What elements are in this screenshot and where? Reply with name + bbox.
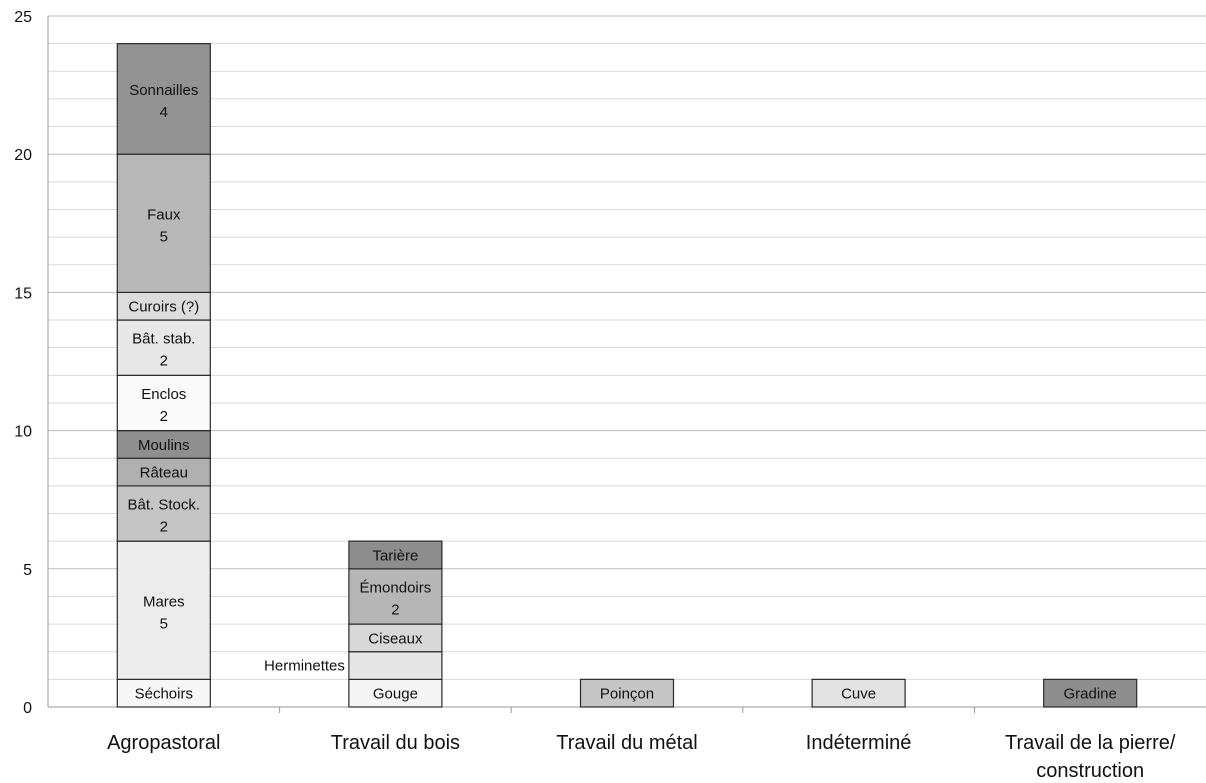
segment-label: Râteau <box>140 465 188 482</box>
segment-label: Gradine <box>1064 686 1117 703</box>
segment-value-label: 2 <box>391 601 399 618</box>
segment-label: Faux <box>147 206 181 223</box>
segment-value-label: 2 <box>160 519 168 536</box>
segment-label: Poinçon <box>600 686 654 703</box>
bar-segment-enclos <box>116 374 211 432</box>
segment-label: Cuve <box>841 686 876 703</box>
segment-value-label: 5 <box>160 615 168 632</box>
x-tick-label: Travail du métal <box>556 732 698 754</box>
bar-segment-bat-stock <box>116 485 211 542</box>
y-tick-label: 10 <box>14 424 32 441</box>
segment-label: Moulins <box>138 437 190 454</box>
gridlines <box>48 15 1206 680</box>
bar-segment-gouge <box>348 678 443 708</box>
bar-segment-bat-stab <box>116 319 211 376</box>
bar-segment-herminettes <box>348 651 443 680</box>
segment-label: Mares <box>143 593 185 610</box>
segment-value-label: 2 <box>160 408 168 425</box>
bar-segment-mares <box>116 540 211 680</box>
x-tick-label: Indéterminé <box>806 732 912 754</box>
segment-label: Tarière <box>372 547 418 564</box>
segment-label: Ciseaux <box>368 630 423 647</box>
segment-label: Curoirs (?) <box>128 299 199 316</box>
x-tick-label: Travail du bois <box>331 732 460 754</box>
segment-label: Gouge <box>373 686 418 703</box>
bar-segment-faux <box>116 153 211 293</box>
segment-labels: Séchoirs Mares 5 Bât. Stock. 2 Râteau Moulins E… <box>128 82 1117 703</box>
segment-value-label: 2 <box>160 353 168 370</box>
y-tick-label: 5 <box>23 562 32 579</box>
segment-label: Bât. stab. <box>132 331 195 348</box>
segment-label: Herminettes <box>264 658 345 675</box>
x-axis-ticks: Agropastoral Travail du bois Travail du mé… <box>107 732 1176 782</box>
segment-label: Bât. Stock. <box>128 497 201 514</box>
segment-value-label: 5 <box>160 228 168 245</box>
bar-segment-tariere <box>348 540 443 570</box>
bars <box>116 43 1138 708</box>
bar-segment-sonnailles <box>116 43 211 155</box>
y-tick-label: 25 <box>14 9 32 26</box>
segment-label: Sonnailles <box>129 82 198 99</box>
bar-segment-ciseaux <box>348 623 443 653</box>
bar-segment-emondoirs <box>348 568 443 625</box>
bar-segment-rateau <box>116 457 211 487</box>
y-tick-label: 15 <box>14 285 32 302</box>
y-tick-label: 20 <box>14 147 32 164</box>
bar-segment-gradine <box>1043 678 1138 708</box>
x-tick-label: Agropastoral <box>107 732 220 754</box>
axes <box>47 16 1206 713</box>
y-tick-label: 0 <box>23 700 32 717</box>
x-tick-label: Travail de la pierre/construction <box>1005 732 1176 782</box>
segment-label: Séchoirs <box>135 686 193 703</box>
segment-label: Enclos <box>141 386 186 403</box>
bar-segment-cuve <box>811 678 906 708</box>
bar-segment-curoirs <box>116 291 211 321</box>
segment-label: Émondoirs <box>360 579 432 596</box>
y-axis-ticks: 0 5 10 15 20 25 <box>14 9 32 717</box>
segment-value-label: 4 <box>160 104 168 121</box>
bar-segment-poincon <box>579 678 675 708</box>
